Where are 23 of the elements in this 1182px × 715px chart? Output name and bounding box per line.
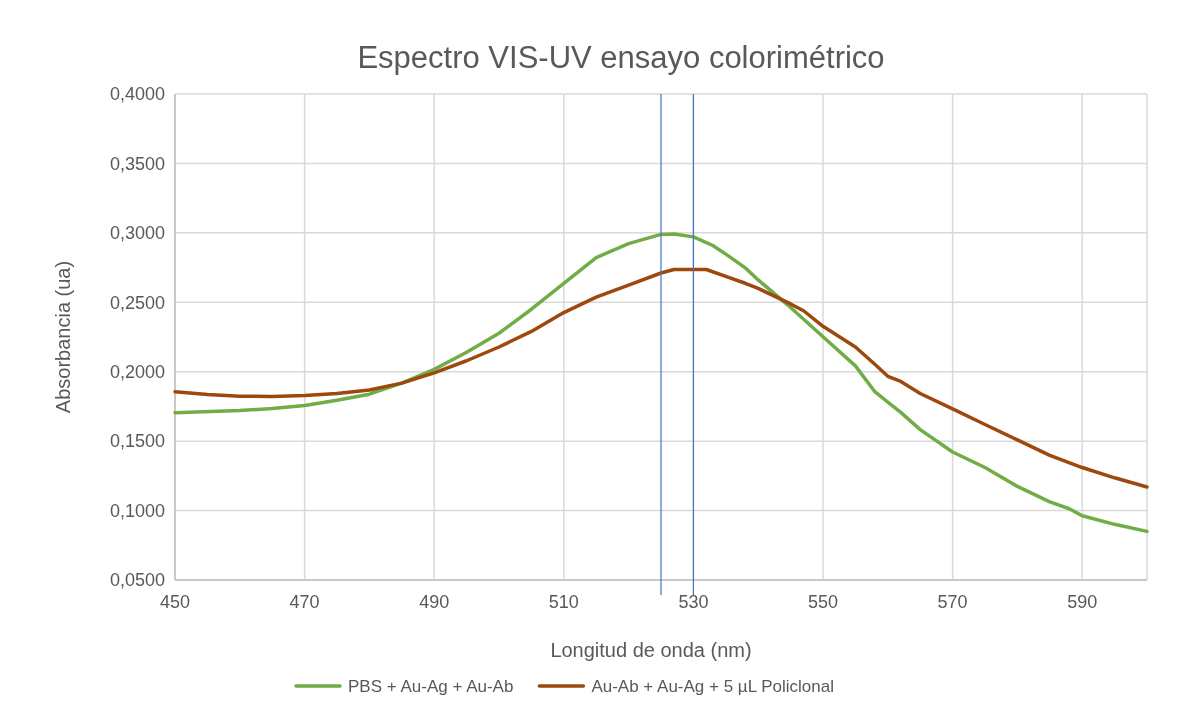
x-tick-label: 510 — [548, 592, 579, 612]
x-axis-title: Longitud de onda (nm) — [550, 639, 752, 661]
y-tick-label: 0,2500 — [109, 292, 165, 313]
line-series — [173, 267, 1149, 489]
x-tick-label: 530 — [678, 592, 709, 612]
y-tick-label: 0,4000 — [109, 84, 165, 105]
y-tick-label: 0,0500 — [109, 570, 165, 591]
y-tick-label: 0,3500 — [109, 153, 165, 174]
x-tick-label: 450 — [159, 592, 191, 612]
line-series — [173, 232, 1149, 534]
legend-label: Au-Ab + Au-Ag + 5 µL Policlonal — [591, 676, 834, 696]
x-tick-label: 550 — [807, 592, 839, 612]
y-tick-label: 0,2000 — [109, 362, 165, 383]
x-tick-label: 490 — [419, 592, 450, 612]
x-tick-label: 470 — [289, 592, 320, 612]
y-tick-label: 0,3000 — [109, 223, 165, 244]
legend-label: PBS + Au-Ag + Au-Ab — [348, 676, 514, 696]
y-tick-label: 0,1500 — [109, 431, 165, 452]
y-axis-title: Absorbancia (ua) — [52, 260, 74, 414]
x-tick-label: 570 — [937, 592, 968, 612]
x-tick-label: 590 — [1067, 592, 1098, 612]
y-tick-label: 0,1000 — [109, 500, 165, 521]
chart-title: Espectro VIS-UV ensayo colorimétrico — [357, 40, 885, 75]
